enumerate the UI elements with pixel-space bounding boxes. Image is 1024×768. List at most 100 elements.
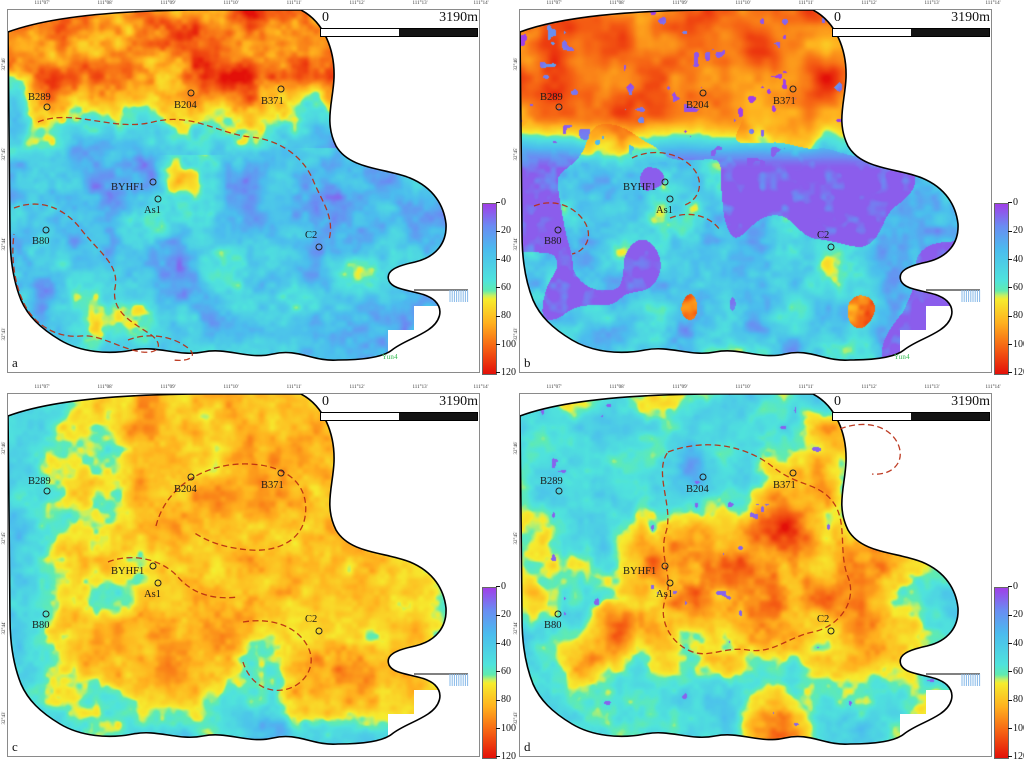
survey-annotation: Yun4 (894, 353, 910, 361)
well-label: B289 (540, 92, 563, 103)
well-label: B204 (174, 484, 198, 495)
map-frame: B289 B204 B371 BYHF1 As1 B80 C2 0 3190m d (519, 393, 992, 757)
scale-bar-distance: 3190m (439, 10, 478, 25)
colorbar-tick-label: 40 (496, 254, 511, 265)
well-label: B80 (544, 620, 562, 631)
longitude-tick-label: 111°14' (985, 1, 1001, 6)
longitude-tick-label: 111°07' (34, 385, 50, 390)
dashed-boundary-line (533, 202, 589, 255)
well-label: As1 (656, 205, 673, 216)
longitude-tick-label: 111°11' (798, 385, 814, 390)
well-label: BYHF1 (623, 182, 656, 193)
colorbar: 0 20 40 60 80 100 120 (482, 581, 516, 763)
well-marker-icon (149, 562, 157, 570)
colorbar-gradient (994, 203, 1009, 375)
colorbar-tick-label: 0 (1008, 197, 1018, 208)
longitude-tick-label: 111°14' (985, 385, 1001, 390)
longitude-tick-label: 111°12' (349, 1, 365, 6)
well-marker-icon (187, 473, 195, 481)
longitude-tick-label: 111°14' (473, 385, 489, 390)
longitude-tick-label: 111°09' (672, 385, 688, 390)
dashed-boundary-line (242, 620, 312, 692)
colorbar: 0 20 40 60 80 100 120 (994, 581, 1024, 763)
well-label: B289 (28, 476, 51, 487)
longitude-axis: 111°07' 111°08' 111°09' 111°10' 111°11' 111°1… (7, 0, 488, 9)
well-label: BYHF1 (111, 566, 144, 577)
well-marker-icon (666, 195, 674, 203)
dashed-boundary-line (107, 557, 239, 599)
longitude-tick-label: 111°07' (546, 385, 562, 390)
well-label: BYHF1 (623, 566, 656, 577)
colorbar-tick-label: 40 (1008, 254, 1023, 265)
well-marker-icon (315, 627, 323, 635)
longitude-tick-label: 111°08' (97, 1, 113, 6)
map-panel-a: 111°07' 111°08' 111°09' 111°10' 111°11' 111°1… (0, 0, 516, 384)
colorbar-gradient (994, 587, 1009, 759)
longitude-tick-label: 111°12' (349, 385, 365, 390)
longitude-tick-label: 111°11' (798, 1, 814, 6)
map-frame: B289 B204 B371 BYHF1 As1 B80 C2 0 3190m a Yun4 (7, 9, 480, 373)
map-overlay: B289 B204 B371 BYHF1 As1 B80 C2 (520, 10, 991, 372)
well-marker-icon (42, 226, 50, 234)
colorbar-tick-label: 20 (496, 225, 511, 236)
colorbar-tick-label: 120 (1008, 751, 1024, 762)
well-marker-icon (277, 85, 285, 93)
well-label: C2 (305, 614, 317, 625)
well-marker-icon (827, 243, 835, 251)
longitude-tick-label: 111°11' (286, 1, 302, 6)
longitude-tick-label: 111°08' (97, 385, 113, 390)
panel-letter: a (12, 355, 18, 370)
colorbar-tick-label: 100 (496, 723, 516, 734)
well-label: B80 (544, 236, 562, 247)
well-label: B371 (773, 480, 796, 491)
scale-bar-distance: 3190m (439, 394, 478, 409)
scale-bar: 0 3190m (320, 10, 478, 38)
longitude-tick-label: 111°10' (223, 385, 239, 390)
colorbar-tick-label: 0 (1008, 581, 1018, 592)
colorbar: 0 20 40 60 80 100 120 (994, 197, 1024, 379)
well-marker-icon (43, 103, 51, 111)
well-label: As1 (144, 205, 161, 216)
colorbar-tick-label: 20 (1008, 225, 1023, 236)
map-panel-d: 111°07' 111°08' 111°09' 111°10' 111°11' 111°1… (512, 384, 1024, 768)
survey-boundary-outline (520, 10, 959, 361)
scale-bar-rule (320, 412, 478, 421)
well-marker-icon (277, 469, 285, 477)
map-overlay: B289 B204 B371 BYHF1 As1 B80 C2 (520, 394, 991, 756)
survey-boundary-outline (8, 10, 447, 361)
longitude-tick-label: 111°09' (160, 1, 176, 6)
well-label: As1 (656, 589, 673, 600)
longitude-tick-label: 111°09' (672, 1, 688, 6)
well-label: B371 (773, 96, 796, 107)
dashed-boundary-line (37, 116, 332, 241)
longitude-tick-label: 111°07' (546, 1, 562, 6)
survey-boundary-outline (520, 394, 959, 745)
panel-letter: c (12, 739, 18, 754)
longitude-tick-label: 111°13' (924, 1, 940, 6)
scale-bar-rule (832, 28, 990, 37)
colorbar-tick-label: 80 (496, 694, 511, 705)
longitude-axis: 111°07' 111°08' 111°09' 111°10' 111°11' 111°1… (7, 384, 488, 393)
scale-bar-rule (320, 28, 478, 37)
well-marker-icon (42, 610, 50, 618)
well-marker-icon (699, 473, 707, 481)
seismic-attribute-map (8, 10, 479, 372)
well-marker-icon (661, 178, 669, 186)
map-frame: B289 B204 B371 BYHF1 As1 B80 C2 0 3190m c (7, 393, 480, 757)
colorbar-tick-label: 100 (496, 339, 516, 350)
longitude-tick-label: 111°12' (861, 1, 877, 6)
colorbar-tick-label: 20 (1008, 609, 1023, 620)
map-frame: B289 B204 B371 BYHF1 As1 B80 C2 0 3190m b Yun4 (519, 9, 992, 373)
colorbar-tick-label: 20 (496, 609, 511, 620)
well-label: B204 (686, 484, 710, 495)
well-label: B204 (686, 100, 710, 111)
seismic-attribute-map (520, 394, 991, 756)
well-marker-icon (789, 469, 797, 477)
longitude-tick-label: 111°09' (160, 385, 176, 390)
well-label: B289 (28, 92, 51, 103)
well-label: B289 (540, 476, 563, 487)
colorbar-tick-label: 40 (496, 638, 511, 649)
well-marker-icon (154, 195, 162, 203)
well-marker-icon (827, 627, 835, 635)
